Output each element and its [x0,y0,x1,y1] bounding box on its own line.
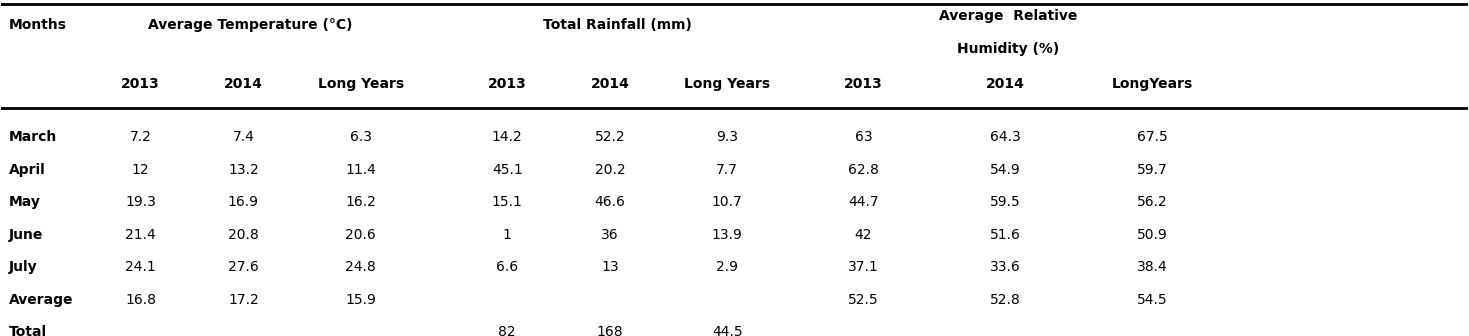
Text: 63: 63 [855,130,873,144]
Text: 14.2: 14.2 [492,130,523,144]
Text: 24.8: 24.8 [345,260,376,274]
Text: April: April [9,163,46,177]
Text: 27.6: 27.6 [228,260,259,274]
Text: 2014: 2014 [223,77,263,91]
Text: 13.9: 13.9 [712,227,743,242]
Text: 15.9: 15.9 [345,293,376,306]
Text: 168: 168 [596,325,623,336]
Text: 11.4: 11.4 [345,163,376,177]
Text: 54.5: 54.5 [1137,293,1168,306]
Text: 13.2: 13.2 [228,163,259,177]
Text: July: July [9,260,37,274]
Text: 59.5: 59.5 [990,195,1021,209]
Text: Average: Average [9,293,73,306]
Text: 44.7: 44.7 [848,195,878,209]
Text: 37.1: 37.1 [848,260,878,274]
Text: 54.9: 54.9 [990,163,1021,177]
Text: 64.3: 64.3 [990,130,1021,144]
Text: 9.3: 9.3 [717,130,737,144]
Text: 51.6: 51.6 [990,227,1021,242]
Text: June: June [9,227,43,242]
Text: Long Years: Long Years [685,77,770,91]
Text: 20.2: 20.2 [595,163,626,177]
Text: Long Years: Long Years [317,77,404,91]
Text: 13: 13 [601,260,618,274]
Text: 2014: 2014 [591,77,629,91]
Text: 2.9: 2.9 [717,260,737,274]
Text: Humidity (%): Humidity (%) [956,42,1059,56]
Text: Average Temperature (°C): Average Temperature (°C) [148,18,353,32]
Text: 7.4: 7.4 [232,130,254,144]
Text: 7.7: 7.7 [717,163,737,177]
Text: 44.5: 44.5 [712,325,742,336]
Text: 67.5: 67.5 [1137,130,1168,144]
Text: 20.8: 20.8 [228,227,259,242]
Text: 2013: 2013 [845,77,883,91]
Text: 52.8: 52.8 [990,293,1021,306]
Text: 56.2: 56.2 [1137,195,1168,209]
Text: 62.8: 62.8 [848,163,878,177]
Text: May: May [9,195,41,209]
Text: 17.2: 17.2 [228,293,259,306]
Text: 45.1: 45.1 [492,163,523,177]
Text: Months: Months [9,18,66,32]
Text: 52.5: 52.5 [848,293,878,306]
Text: 24.1: 24.1 [125,260,156,274]
Text: 20.6: 20.6 [345,227,376,242]
Text: 52.2: 52.2 [595,130,626,144]
Text: 2013: 2013 [122,77,160,91]
Text: LongYears: LongYears [1112,77,1193,91]
Text: 59.7: 59.7 [1137,163,1168,177]
Text: 21.4: 21.4 [125,227,156,242]
Text: 2013: 2013 [488,77,526,91]
Text: 50.9: 50.9 [1137,227,1168,242]
Text: 33.6: 33.6 [990,260,1021,274]
Text: 82: 82 [498,325,516,336]
Text: 7.2: 7.2 [129,130,151,144]
Text: 15.1: 15.1 [492,195,523,209]
Text: 36: 36 [601,227,618,242]
Text: 2014: 2014 [986,77,1025,91]
Text: Total Rainfall (mm): Total Rainfall (mm) [542,18,692,32]
Text: 12: 12 [132,163,150,177]
Text: 6.3: 6.3 [350,130,372,144]
Text: 42: 42 [855,227,873,242]
Text: 46.6: 46.6 [595,195,626,209]
Text: 19.3: 19.3 [125,195,156,209]
Text: 16.9: 16.9 [228,195,259,209]
Text: 38.4: 38.4 [1137,260,1168,274]
Text: 16.8: 16.8 [125,293,156,306]
Text: 16.2: 16.2 [345,195,376,209]
Text: Average  Relative: Average Relative [939,9,1077,23]
Text: 1: 1 [502,227,511,242]
Text: 6.6: 6.6 [497,260,519,274]
Text: Total: Total [9,325,47,336]
Text: 10.7: 10.7 [712,195,742,209]
Text: March: March [9,130,57,144]
